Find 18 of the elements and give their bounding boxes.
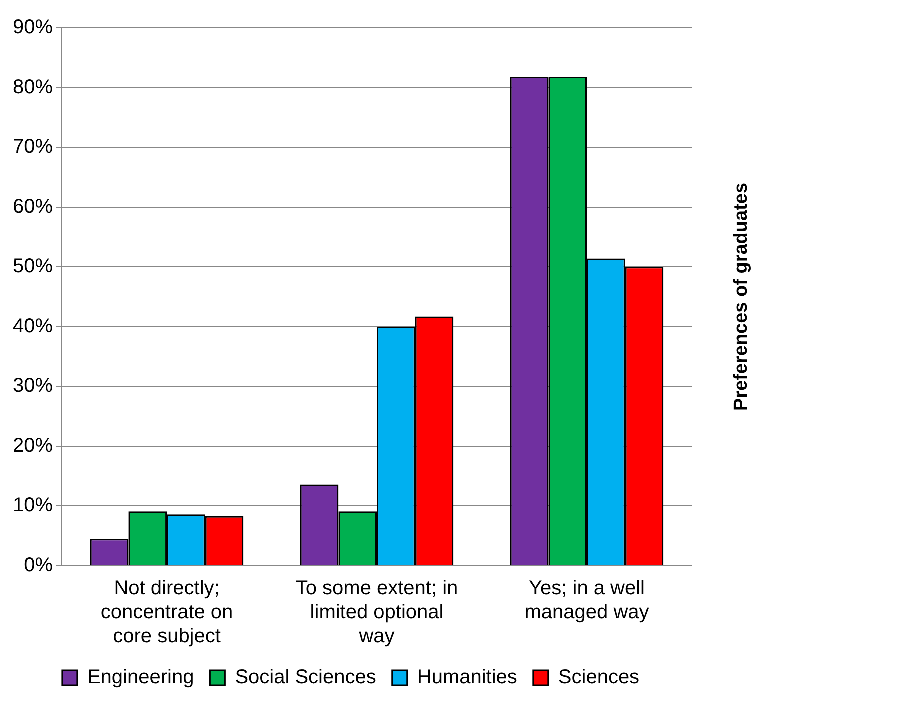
x-tick-label: Yes; in a well managed way	[524, 578, 650, 624]
legend-label: Humanities	[417, 666, 518, 689]
x-tick-label: Not directly; concentrate on core subject	[100, 578, 234, 648]
y-tick-label: 40%	[13, 315, 54, 338]
y-tick-label: 60%	[13, 196, 54, 218]
y-tick-label: 0%	[24, 554, 54, 577]
y-tick-label: 30%	[13, 375, 54, 398]
y-tick-label: 70%	[13, 136, 54, 158]
y-tick-label: 90%	[13, 16, 54, 39]
y-tick-label: 20%	[13, 434, 54, 457]
y-axis-title: Preferences of graduates	[731, 182, 752, 412]
y-tick-label: 50%	[13, 256, 54, 278]
x-tick-label: To some extent; in limited optional way	[296, 578, 458, 648]
legend-label: Engineering	[87, 666, 194, 689]
y-tick-label: 10%	[13, 494, 54, 517]
legend-label: Social Sciences	[235, 666, 376, 689]
legend-label: Sciences	[558, 666, 640, 689]
y-tick-label: 80%	[13, 76, 54, 98]
